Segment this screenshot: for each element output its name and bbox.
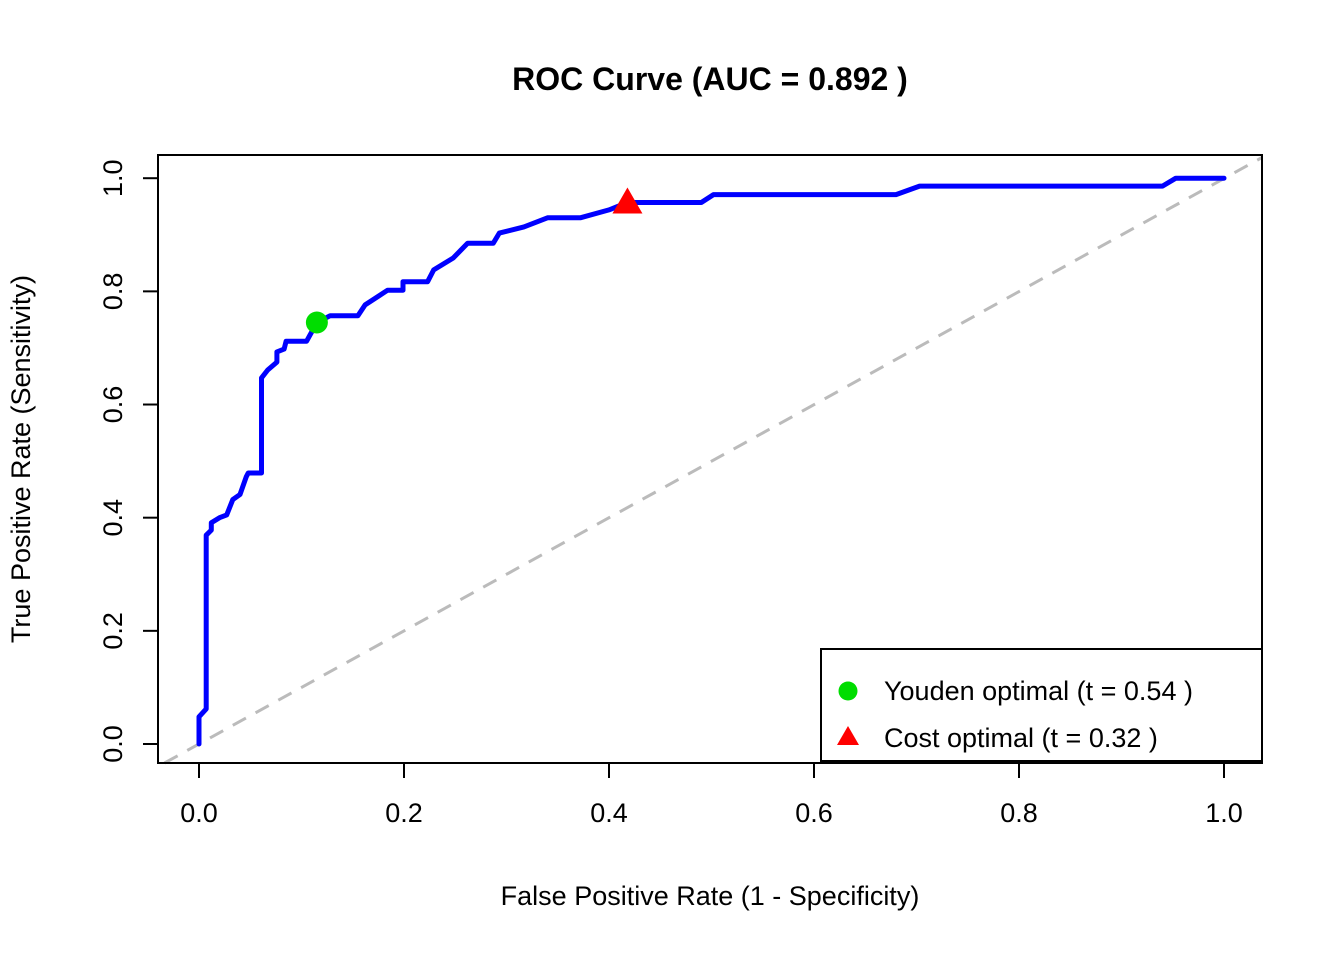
legend-label-cost: Cost optimal (t = 0.32 ) <box>884 723 1158 753</box>
y-tick-label: 0.6 <box>98 386 128 424</box>
legend-marker-circle <box>838 681 858 701</box>
y-tick-label: 0.4 <box>98 499 128 537</box>
legend-marker-triangle <box>837 726 859 745</box>
y-tick-label: 0.0 <box>98 725 128 763</box>
chart-title: ROC Curve (AUC = 0.892 ) <box>512 61 908 97</box>
y-axis-label: True Positive Rate (Sensitivity) <box>6 275 36 643</box>
legend-label-youden: Youden optimal (t = 0.54 ) <box>884 676 1193 706</box>
plot-border <box>157 154 1263 764</box>
x-tick-label: 0.0 <box>180 798 218 828</box>
x-tick-label: 1.0 <box>1205 798 1243 828</box>
youden-marker <box>305 311 328 334</box>
y-tick-label: 1.0 <box>98 159 128 197</box>
chance-diagonal <box>163 156 1263 765</box>
x-tick-label: 0.6 <box>795 798 833 828</box>
y-tick-label: 0.8 <box>98 273 128 311</box>
x-axis-label: False Positive Rate (1 - Specificity) <box>501 881 920 911</box>
legend-box <box>820 648 1263 762</box>
y-tick-label: 0.2 <box>98 612 128 650</box>
x-tick-label: 0.4 <box>590 798 628 828</box>
cost-marker <box>612 187 643 214</box>
chart-generated-layer: 0.0 0.2 0.4 0.6 0.8 1.0 0.0 0.2 0.4 0.6 0.8 1.0 <box>98 154 1263 828</box>
x-tick-label: 0.8 <box>1000 798 1038 828</box>
x-tick-label: 0.2 <box>385 798 423 828</box>
